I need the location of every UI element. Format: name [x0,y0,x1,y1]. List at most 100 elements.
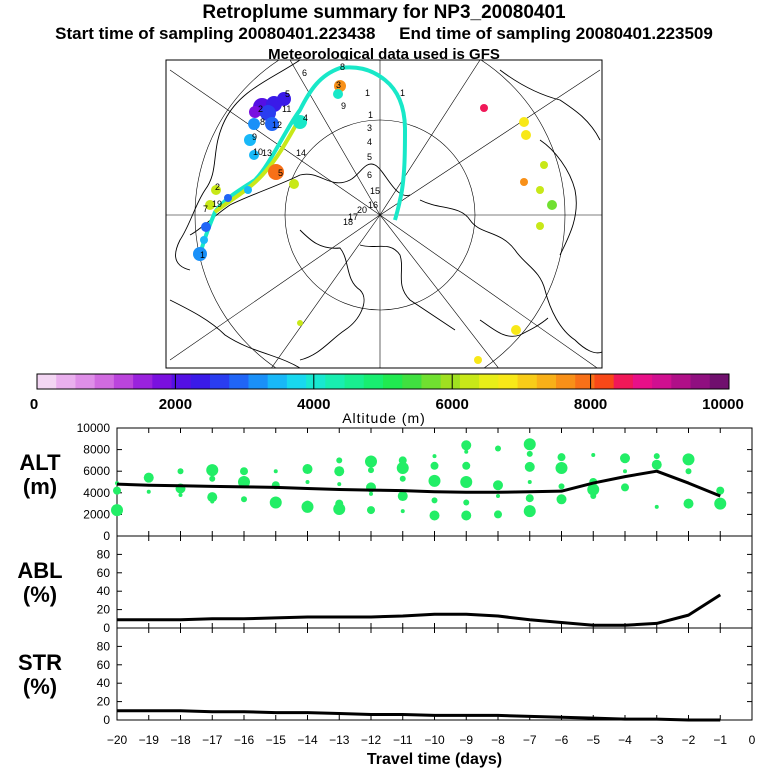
coastline [299,229,456,361]
map-label: 20 [357,205,367,215]
meridian [379,60,481,216]
meridian [379,214,598,368]
series-line-alt [116,469,721,498]
altitude-point [367,506,375,515]
map-label: 4 [303,113,308,123]
y-tick-label: 0 [103,713,110,727]
x-tick-label: −13 [329,733,350,747]
plume-marker [200,236,208,244]
colorbar-swatch [383,374,403,389]
x-tick-label: −12 [361,733,382,747]
altitude-point [463,499,470,506]
plume-marker [521,130,531,140]
colorbar-swatch [459,374,480,389]
altitude-point [683,498,694,509]
colorbar-swatch [556,374,576,389]
y-axis-label: (m) [23,474,57,499]
colorbar-swatch [113,374,134,389]
y-tick-label: 20 [97,695,111,709]
altitude-point [397,491,408,502]
colorbar-tick: 6000 [436,396,469,413]
plume-marker [201,222,211,232]
plume-marker [474,356,482,364]
altitude-point [460,476,473,488]
panel-alt: 0 2000 4000 6000 8000 10000 ALT(m) [19,421,753,543]
plume-marker [334,80,346,92]
altitude-point [494,510,502,519]
altitude-point [273,469,278,474]
y-tick-label: 8000 [83,443,110,457]
plume-marker [289,179,299,189]
colorbar-swatch [671,374,692,389]
colorbar-swatch [133,374,153,389]
altitude-point [336,457,343,464]
colorbar-swatch [440,374,461,389]
y-tick-label: 60 [97,566,111,580]
altitude-point [399,475,406,482]
colorbar-swatch [37,374,57,389]
map-label: 18 [343,217,353,227]
altitude-point [527,480,532,484]
colorbar-swatch [306,374,326,389]
altitude-point [587,483,600,496]
map-label: 13 [262,148,272,158]
colorbar-tick: 10000 [702,396,744,413]
map-label: 15 [370,186,380,196]
plume-marker [293,115,307,129]
x-tick-label: −11 [393,733,413,747]
x-tick-label: −9 [459,733,473,747]
meridian [169,69,381,216]
colorbar-swatch [94,374,115,389]
x-tick-label: −5 [586,733,600,747]
altitude-point [495,445,501,452]
colorbar-swatch [229,374,249,389]
y-tick-label: 0 [103,621,110,635]
start-time-label: Start time of sampling 20080401.223438 [55,24,376,43]
colorbar-swatch [56,374,76,389]
meridian [169,214,381,361]
altitude-point [337,482,342,487]
plume-markers [193,80,557,364]
coastline [169,299,301,368]
colorbar-swatch [248,374,269,389]
altitude-point [558,483,565,490]
altitude-point [209,475,216,482]
altitude-point [365,455,377,468]
meridian [379,214,499,368]
altitude-point [526,450,533,457]
x-tick-label: −20 [107,733,128,747]
series-line-abl [117,593,722,627]
altitude-point [623,469,627,474]
colorbar-swatch [575,374,595,389]
plume-marker [547,200,557,210]
altitude-point [620,453,630,464]
altitude-point [714,497,727,510]
panel-frame [116,627,753,721]
x-tick-label: −2 [682,733,696,747]
map-label: 1 [200,250,205,260]
altitude-point [557,453,566,462]
altitude-point [368,467,374,474]
colorbar-swatch [190,374,211,389]
map-label: 1 [400,88,405,98]
colorbar-tick-labels: 0 2000 4000 6000 8000 10000 [30,396,744,413]
colorbar-swatch [75,374,96,389]
plume-marker [244,186,252,194]
x-tick-label: −8 [491,733,505,747]
map-label: 1 [368,110,373,120]
plume-marker [540,161,548,169]
y-tick-label: 6000 [83,464,110,478]
altitude-point [654,504,659,509]
colorbar-tick: 2000 [159,396,192,413]
plume-marker [519,117,529,127]
map-label: 19 [212,199,222,209]
colorbar-swatch [479,374,499,389]
map-label: 6 [367,170,372,180]
plume-marker [224,194,232,202]
colorbar-swatch [652,374,672,389]
y-tick-label: 4000 [83,486,110,500]
altitude-point [621,483,629,492]
coastline [419,199,602,354]
